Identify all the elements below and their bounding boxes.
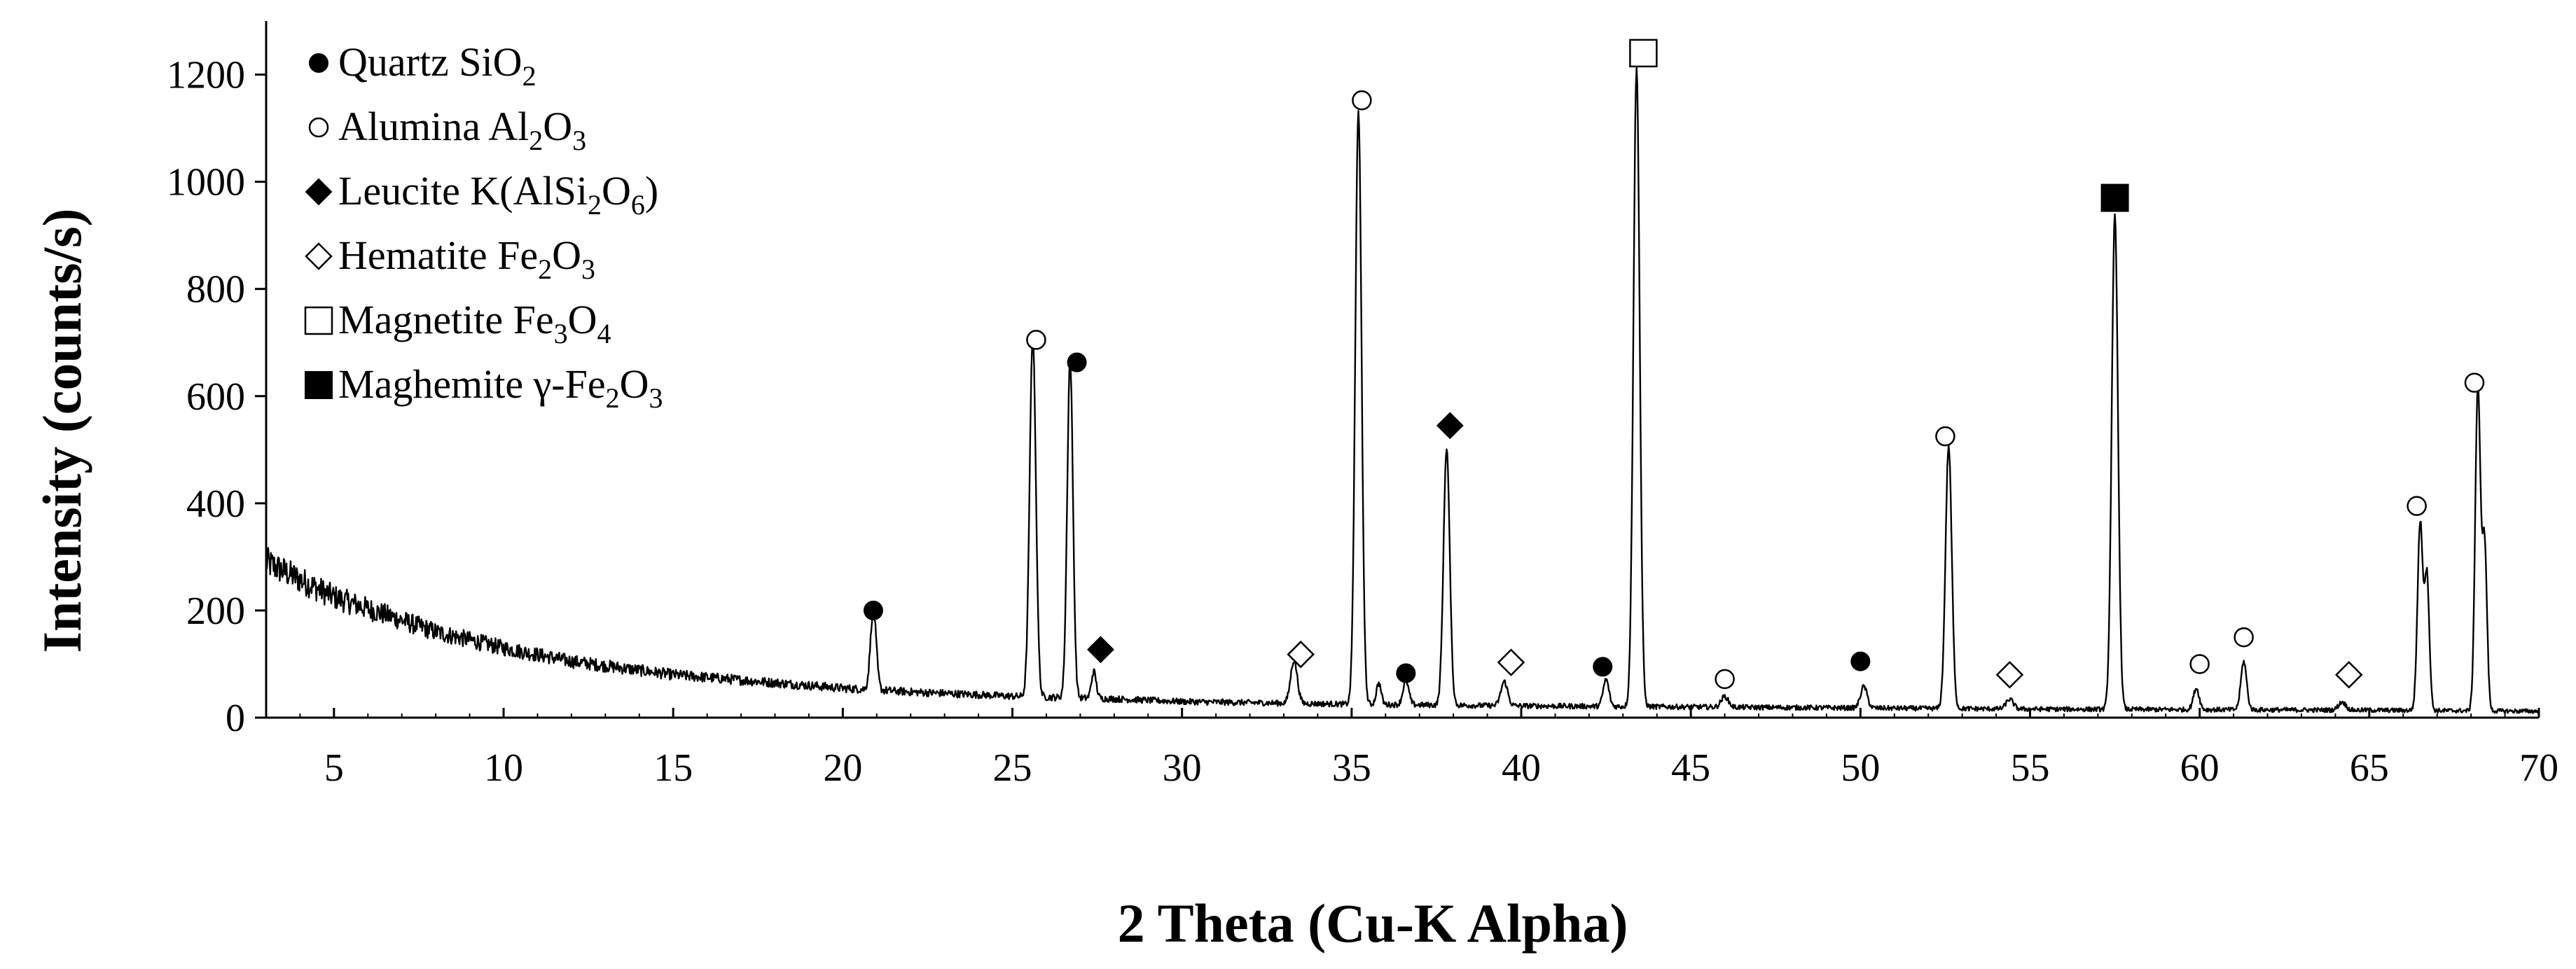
x-tick-label: 35 bbox=[1332, 746, 1371, 790]
x-tick-label: 60 bbox=[2180, 746, 2220, 790]
legend-open-diamond-icon bbox=[305, 242, 333, 270]
x-tick-label: 25 bbox=[993, 746, 1032, 790]
filled-square-marker bbox=[2100, 183, 2129, 212]
open-circle-marker bbox=[1715, 669, 1735, 690]
x-tick-label: 65 bbox=[2350, 746, 2389, 790]
axes: 5 10 15 20 25 30 35 40 45 50 55 60 65 70 0 200 400 600 800… bbox=[167, 21, 2558, 790]
legend-filled-diamond-icon bbox=[305, 178, 333, 206]
x-tick-label: 20 bbox=[823, 746, 862, 790]
filled-circle-marker bbox=[1593, 657, 1613, 677]
x-tick-label: 55 bbox=[2011, 746, 2050, 790]
y-tick-label: 600 bbox=[186, 375, 245, 419]
open-circle-marker bbox=[2464, 372, 2485, 393]
open-diamond-marker bbox=[2335, 661, 2363, 689]
x-tick-label: 70 bbox=[2519, 746, 2558, 790]
filled-circle-marker bbox=[1850, 651, 1871, 671]
legend: Quartz SiO2 Alumina Al2O3 Leucite K(AlSi2O… bbox=[304, 39, 663, 414]
filled-circle-marker bbox=[1067, 352, 1087, 372]
open-circle-marker bbox=[1935, 426, 1955, 447]
filled-circle-marker bbox=[1396, 663, 1416, 683]
open-diamond-marker bbox=[1995, 661, 2024, 689]
y-tick-label: 800 bbox=[186, 268, 245, 312]
open-circle-marker bbox=[1352, 90, 1372, 111]
x-tick-label: 15 bbox=[653, 746, 693, 790]
filled-diamond-marker bbox=[1087, 636, 1114, 664]
y-tick-label: 1000 bbox=[167, 161, 245, 204]
peak-annotations bbox=[863, 39, 2485, 690]
filled-diamond-marker bbox=[1436, 412, 1464, 440]
legend-open-circle-icon bbox=[308, 117, 329, 138]
y-tick-label: 400 bbox=[186, 482, 245, 526]
y-tick-label: 0 bbox=[226, 697, 245, 740]
legend-open-square-icon bbox=[304, 306, 333, 335]
xrd-series-line bbox=[265, 67, 2540, 714]
legend-item-label: Maghemite γ-Fe2O3 bbox=[338, 361, 663, 414]
y-axis-title: Intensity (counts/s) bbox=[32, 209, 92, 653]
open-circle-marker bbox=[2407, 496, 2427, 516]
open-circle-marker bbox=[2189, 654, 2210, 674]
x-tick-label: 50 bbox=[1841, 746, 1880, 790]
plot-area bbox=[265, 67, 2540, 714]
legend-filled-circle-icon bbox=[309, 53, 328, 73]
legend-item-label: Hematite Fe2O3 bbox=[338, 232, 595, 285]
open-diamond-marker bbox=[1497, 648, 1525, 676]
legend-item-label: Magnetite Fe3O4 bbox=[338, 297, 611, 349]
y-tick-label: 200 bbox=[186, 590, 245, 633]
open-diamond-marker bbox=[1287, 640, 1315, 669]
x-tick-label: 30 bbox=[1163, 746, 1202, 790]
open-square-marker bbox=[1629, 39, 1658, 68]
x-tick-label: 10 bbox=[484, 746, 523, 790]
legend-filled-square-icon bbox=[305, 371, 333, 399]
x-axis-title: 2 Theta (Cu-K Alpha) bbox=[1118, 893, 1628, 954]
x-tick-label: 45 bbox=[1671, 746, 1710, 790]
open-circle-marker bbox=[1026, 330, 1046, 350]
legend-item-label: Leucite K(AlSi2O6) bbox=[338, 168, 658, 221]
legend-item-label: Quartz SiO2 bbox=[338, 39, 536, 92]
legend-item-label: Alumina Al2O3 bbox=[338, 104, 586, 156]
x-tick-label: 40 bbox=[1502, 746, 1541, 790]
open-circle-marker bbox=[2234, 627, 2254, 648]
y-tick-label: 1200 bbox=[167, 54, 245, 97]
x-tick-label: 5 bbox=[324, 746, 344, 790]
filled-circle-marker bbox=[863, 600, 883, 620]
